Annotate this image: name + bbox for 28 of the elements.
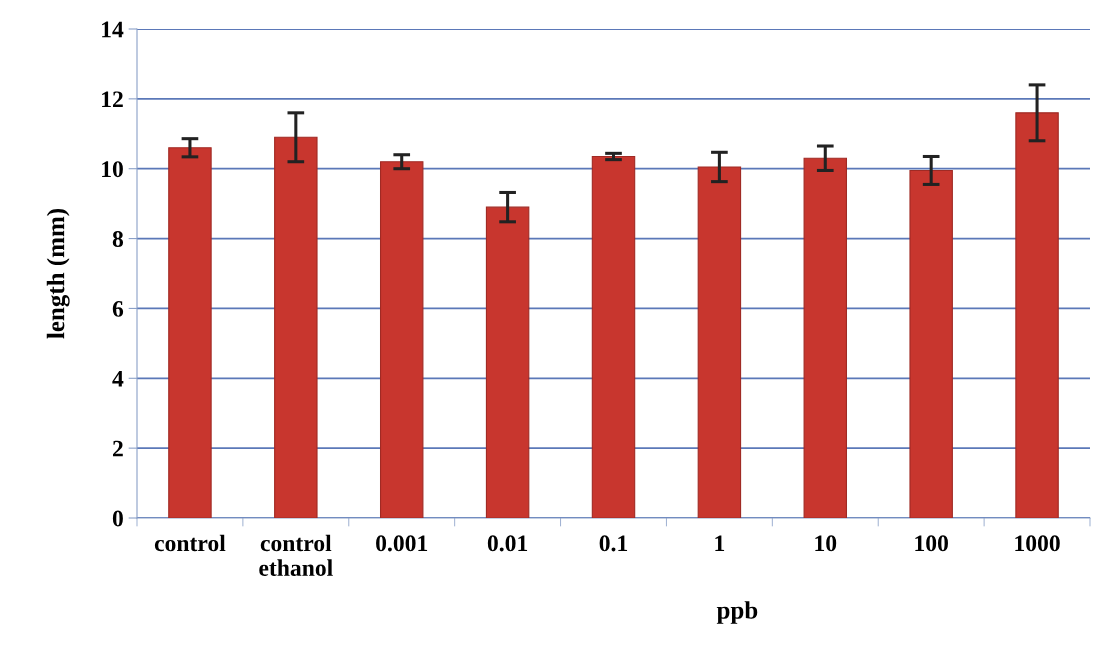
x-tick-label: control ethanol bbox=[259, 534, 333, 576]
bar bbox=[485, 206, 530, 518]
bar bbox=[1015, 112, 1059, 518]
y-tick-label: 4 bbox=[112, 370, 124, 387]
y-tick-label: 8 bbox=[112, 231, 124, 247]
x-tick-label: 0.01 bbox=[487, 535, 528, 552]
bar bbox=[697, 166, 742, 518]
y-tick-label: 10 bbox=[102, 161, 123, 178]
x-tick-label: 1 bbox=[715, 535, 725, 552]
bar bbox=[168, 147, 212, 518]
y-tick-label: 6 bbox=[112, 300, 124, 317]
x-tick-label: 0.001 bbox=[376, 535, 428, 552]
x-axis-title: ppb bbox=[716, 601, 758, 624]
bar bbox=[379, 161, 424, 518]
x-tick-label: 1000 bbox=[1015, 535, 1060, 552]
y-tick-label: 0 bbox=[112, 510, 123, 527]
bar bbox=[591, 155, 636, 518]
x-tick-label: control bbox=[154, 534, 226, 552]
x-tick-label: 10 bbox=[815, 535, 837, 552]
bar bbox=[803, 157, 848, 518]
bar bbox=[909, 169, 953, 518]
y-axis-title: length (mm) bbox=[46, 208, 70, 339]
x-tick-label: 0.1 bbox=[599, 535, 628, 552]
y-tick-label: 12 bbox=[102, 91, 123, 108]
bar bbox=[274, 136, 318, 518]
x-tick-label: 100 bbox=[915, 535, 948, 552]
y-tick-label: 14 bbox=[102, 21, 124, 38]
y-tick-label: 2 bbox=[112, 440, 123, 457]
